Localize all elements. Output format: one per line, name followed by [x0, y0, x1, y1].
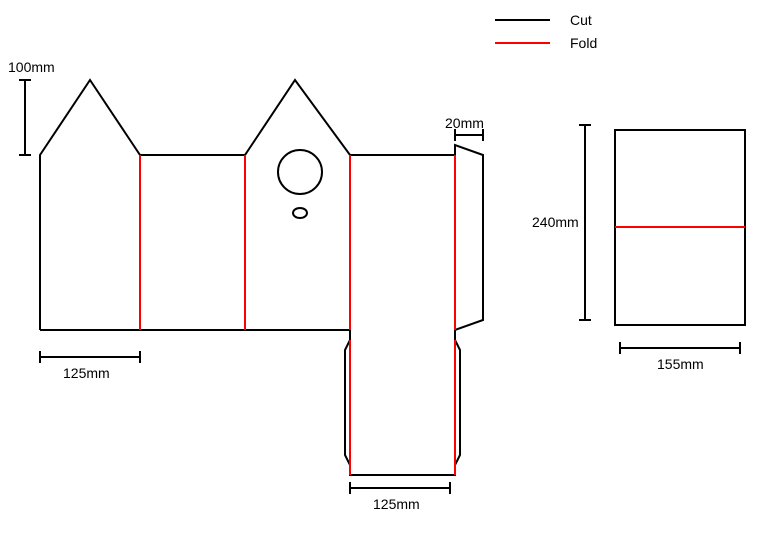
dim-label-100mm: 100mm	[8, 59, 55, 75]
main-shape-cut-lines	[40, 80, 483, 475]
cut-circle-0	[278, 150, 322, 194]
cut-path-0	[40, 80, 483, 330]
dim-20mm: 20mm	[445, 115, 484, 141]
dim-label-125mm-left: 125mm	[63, 365, 110, 381]
legend: Cut Fold	[495, 12, 597, 51]
net-diagram: Cut Fold 100mm 125mm 125mm 20mm 240mm 155mm	[0, 0, 760, 537]
dim-100mm: 100mm	[8, 59, 55, 155]
cut-ellipse-1	[293, 208, 307, 218]
legend-label-fold: Fold	[570, 35, 597, 51]
legend-label-cut: Cut	[570, 12, 592, 28]
dim-label-20mm: 20mm	[445, 115, 484, 131]
cut-path-2	[345, 330, 460, 475]
dim-155mm: 155mm	[620, 342, 740, 372]
dim-label-155mm: 155mm	[657, 356, 704, 372]
dim-125mm-left: 125mm	[40, 351, 140, 381]
main-shape-fold-lines	[140, 155, 455, 475]
dim-label-240mm: 240mm	[532, 214, 579, 230]
dim-240mm: 240mm	[532, 125, 591, 320]
dimension-annotations: 100mm 125mm 125mm 20mm 240mm 155mm	[8, 59, 740, 512]
dim-label-125mm-bottom: 125mm	[373, 496, 420, 512]
dim-125mm-bottom: 125mm	[350, 482, 450, 512]
